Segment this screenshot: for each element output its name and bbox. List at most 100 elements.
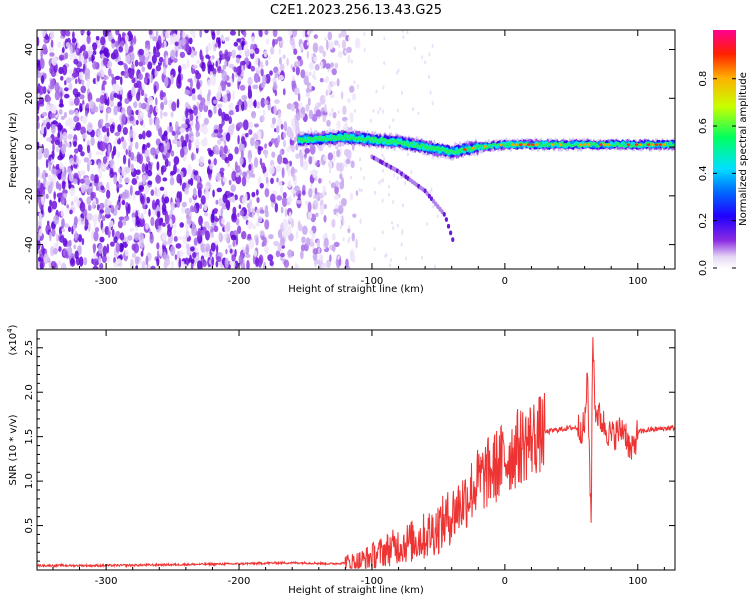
noise-cell <box>138 133 143 140</box>
noise-cell <box>44 172 49 178</box>
noise-cell <box>164 258 171 267</box>
tail-cell <box>425 191 429 196</box>
signal-peak <box>534 143 539 146</box>
noise-cell <box>221 53 226 60</box>
signal-cell <box>593 142 598 145</box>
signal-cell <box>343 134 347 138</box>
noise-cell <box>79 178 86 184</box>
signal-cell <box>413 145 417 148</box>
noise-cell <box>60 262 67 269</box>
noise-cell <box>49 66 54 74</box>
noise-cell <box>69 258 76 267</box>
noise-cell <box>273 99 280 104</box>
noise-cell <box>179 147 185 158</box>
noise-cell <box>148 30 153 36</box>
noise-cell <box>203 252 210 258</box>
noise-cell <box>351 232 355 242</box>
noise-cell <box>209 64 215 72</box>
noise-cell <box>40 58 45 70</box>
noise-cell <box>71 37 77 44</box>
noise-cell <box>203 221 210 228</box>
noise-cell <box>181 63 187 70</box>
noise-cell <box>233 108 237 114</box>
noise-cell <box>322 185 326 197</box>
noise-cell <box>240 150 244 159</box>
noise-cell <box>215 244 219 253</box>
noise-cell <box>73 58 79 65</box>
noise-cell <box>159 89 164 101</box>
noise-cell <box>81 184 86 194</box>
noise-cell <box>111 228 115 238</box>
noise-cell <box>401 30 404 33</box>
noise-cell <box>148 208 151 217</box>
noise-cell <box>117 85 123 91</box>
noise-cell <box>227 51 233 57</box>
noise-cell <box>226 82 231 87</box>
noise-cell <box>255 66 261 71</box>
noise-cell <box>246 60 250 66</box>
noise-cell <box>323 215 327 223</box>
noise-cell <box>134 141 139 150</box>
noise-cell <box>179 222 185 228</box>
noise-cell <box>249 199 253 207</box>
snr-x-tick-label: 100 <box>628 576 647 587</box>
noise-cell <box>170 111 174 118</box>
noise-cell <box>148 104 154 115</box>
noise-cell <box>37 256 42 262</box>
noise-cell <box>116 183 123 188</box>
noise-cell <box>49 52 55 57</box>
noise-cell <box>102 156 108 164</box>
noise-cell <box>302 225 308 235</box>
noise-cell <box>302 30 306 38</box>
noise-cell <box>155 97 158 106</box>
noise-cell <box>158 56 164 63</box>
noise-cell <box>55 180 60 190</box>
noise-cell <box>239 156 244 166</box>
noise-cell <box>68 172 74 182</box>
noise-cell <box>340 260 343 265</box>
noise-cell <box>221 70 228 82</box>
signal-cell <box>506 142 510 145</box>
noise-cell <box>242 119 249 131</box>
noise-cell <box>188 179 191 185</box>
noise-cell <box>176 173 182 184</box>
noise-cell <box>229 30 236 36</box>
noise-cell <box>78 216 82 226</box>
noise-cell <box>257 257 263 268</box>
noise-cell <box>113 257 117 264</box>
noise-cell <box>63 223 70 228</box>
noise-cell <box>155 117 160 128</box>
noise-cell <box>306 50 310 59</box>
noise-cell <box>317 247 321 254</box>
noise-cell <box>401 203 404 208</box>
noise-cell <box>196 182 203 191</box>
noise-cell <box>321 144 324 149</box>
noise-cell <box>307 30 310 35</box>
noise-cell <box>99 141 106 152</box>
noise-cell <box>38 97 45 105</box>
noise-cell <box>132 192 136 201</box>
noise-cell <box>164 76 169 88</box>
noise-cell <box>179 30 184 39</box>
noise-cell <box>210 242 216 252</box>
noise-cell <box>311 113 318 122</box>
noise-cell <box>90 136 95 146</box>
noise-cell <box>314 64 320 71</box>
tail-cell <box>442 211 446 217</box>
noise-cell <box>37 233 41 241</box>
noise-cell <box>142 130 146 140</box>
noise-cell <box>322 50 327 58</box>
noise-cell <box>168 161 171 167</box>
noise-cell <box>117 151 121 158</box>
noise-cell <box>140 89 145 97</box>
noise-cell <box>135 119 139 126</box>
noise-cell <box>187 108 193 113</box>
noise-cell <box>213 104 217 115</box>
noise-cell <box>91 42 98 51</box>
noise-cell <box>263 171 269 179</box>
signal-cell <box>388 138 392 142</box>
noise-cell <box>37 194 42 204</box>
noise-cell <box>193 105 198 116</box>
